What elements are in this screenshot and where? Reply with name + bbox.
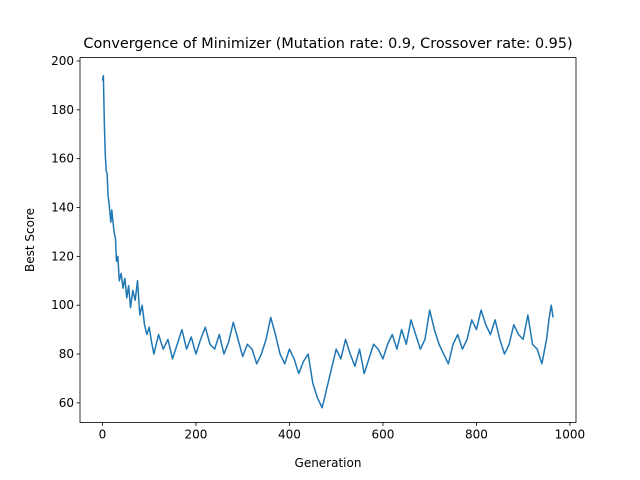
y-tick-label: 140 bbox=[51, 201, 74, 215]
x-tick-label: 1000 bbox=[555, 427, 586, 441]
x-tick-label: 600 bbox=[371, 427, 394, 441]
x-tick-label: 200 bbox=[184, 427, 207, 441]
x-axis-label: Generation bbox=[295, 456, 362, 470]
y-tick-label: 180 bbox=[51, 103, 74, 117]
y-tick-label: 80 bbox=[59, 347, 74, 361]
plot-frame bbox=[79, 57, 577, 423]
y-axis-label: Best Score bbox=[23, 208, 37, 272]
y-tick-label: 200 bbox=[51, 54, 74, 68]
y-tick-label: 100 bbox=[51, 298, 74, 312]
x-tick-label: 400 bbox=[278, 427, 301, 441]
line bbox=[101, 74, 554, 409]
chart-title: Convergence of Minimizer (Mutation rate:… bbox=[83, 36, 572, 52]
x-tick-label: 800 bbox=[465, 427, 488, 441]
x-tick-label: 0 bbox=[99, 427, 107, 441]
y-tick-label: 160 bbox=[51, 152, 74, 166]
y-tick-label: 60 bbox=[59, 396, 74, 410]
y-tick-label: 120 bbox=[51, 249, 74, 263]
